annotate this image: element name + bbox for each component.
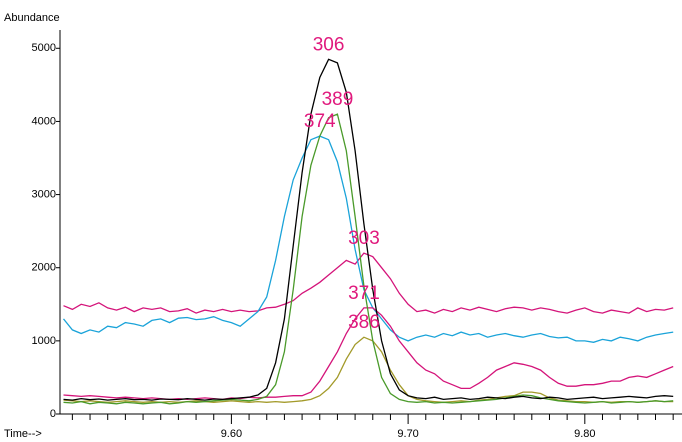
peak-label: 389 — [322, 89, 354, 110]
y-tick-label: 5000 — [32, 42, 56, 54]
peak-label: 303 — [348, 228, 380, 249]
series-line — [63, 113, 674, 405]
peak-label: 386 — [348, 312, 380, 333]
y-tick-label: 0 — [50, 408, 56, 420]
y-tick-label: 1000 — [32, 335, 56, 347]
x-tick-label: 9.70 — [397, 428, 418, 440]
y-tick-label: 3000 — [32, 188, 56, 200]
series-line — [62, 135, 674, 343]
series-line — [63, 336, 674, 403]
x-tick-label: 9.80 — [574, 428, 595, 440]
peak-label: 374 — [304, 111, 336, 132]
peak-label: 306 — [313, 34, 345, 55]
y-tick-label: 2000 — [32, 262, 56, 274]
y-axis-label: Abundance — [4, 12, 60, 24]
series-line — [63, 58, 674, 401]
y-tick-label: 4000 — [32, 115, 56, 127]
x-axis-label: Time--> — [4, 428, 42, 440]
peak-label: 371 — [348, 283, 380, 304]
x-tick-label: 9.60 — [221, 428, 242, 440]
